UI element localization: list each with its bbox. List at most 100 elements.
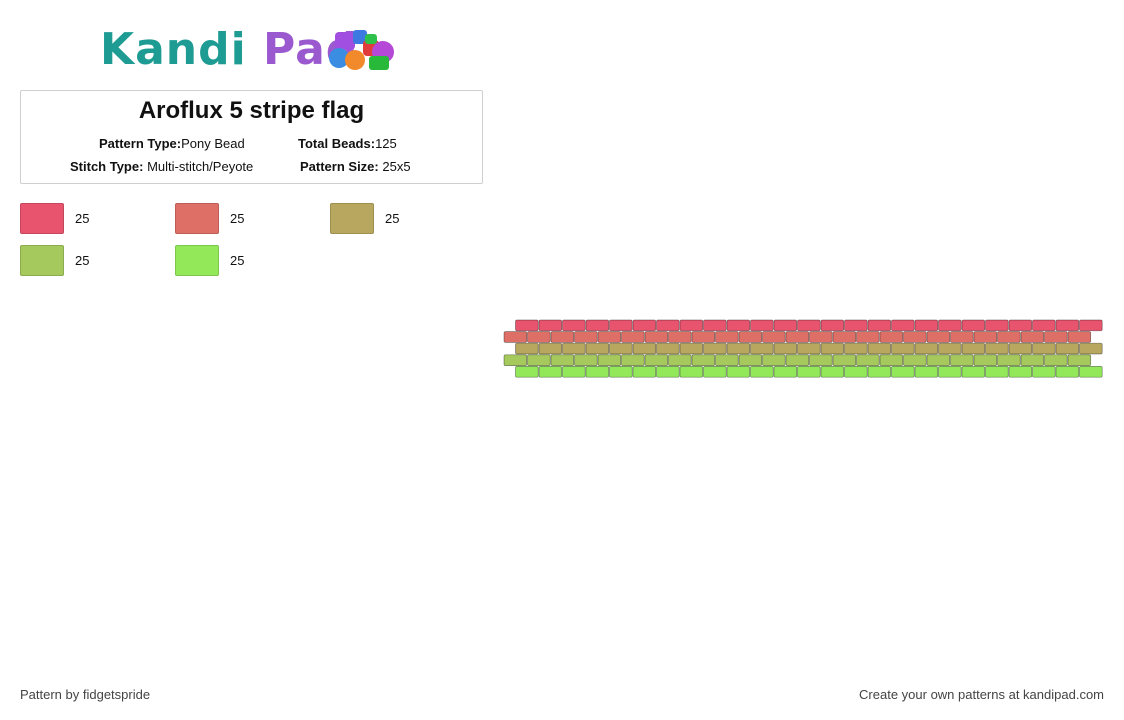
- bead: [1055, 319, 1080, 332]
- bead: [644, 354, 669, 366]
- bead: [867, 366, 892, 378]
- pattern-title: Aroflux 5 stripe flag: [138, 97, 365, 124]
- bead: [773, 319, 798, 332]
- bead: [562, 366, 586, 378]
- bead: [1055, 342, 1080, 355]
- bead: [785, 354, 810, 366]
- stitch-type-value: Multi-stitch/Peyote: [147, 159, 254, 174]
- bead: [1044, 354, 1068, 366]
- pattern-credit: Pattern by fidgetspride: [20, 687, 151, 702]
- color-swatch: [330, 203, 374, 234]
- bead: [961, 319, 986, 332]
- bead: [773, 342, 798, 355]
- stitch-type-row: Stitch Type: Multi-stitch/Peyote: [70, 159, 253, 174]
- bead: [1079, 319, 1103, 332]
- bead: [797, 342, 821, 355]
- bead: [997, 331, 1021, 343]
- bead: [950, 331, 974, 343]
- total-beads-value: 125: [375, 136, 397, 151]
- bead: [715, 331, 739, 343]
- bead: [597, 354, 622, 366]
- bead: [621, 331, 645, 343]
- bead: [903, 331, 927, 343]
- bead: [703, 319, 727, 332]
- pattern-size-label: Pattern Size:: [300, 159, 379, 174]
- bead: [574, 354, 598, 366]
- bead: [879, 354, 904, 366]
- bead-count: 25: [75, 253, 90, 268]
- bead: [679, 319, 704, 332]
- bead: [797, 319, 821, 332]
- bead: [609, 366, 633, 378]
- bead: [997, 354, 1021, 366]
- bead: [867, 319, 892, 332]
- bead: [832, 354, 857, 366]
- bead: [668, 331, 692, 343]
- bead: [632, 342, 657, 355]
- bead: [550, 331, 575, 343]
- bead: [574, 331, 598, 343]
- bead: [1032, 366, 1056, 378]
- bead: [1008, 319, 1033, 332]
- bead: [1032, 319, 1056, 332]
- bead: [621, 354, 645, 366]
- total-beads-row: Total Beads:125: [298, 136, 397, 151]
- beads-cluster-icon: [329, 30, 394, 70]
- bead: [679, 366, 704, 378]
- bead: [1067, 331, 1092, 343]
- bead: [844, 319, 868, 332]
- bead: [844, 342, 868, 355]
- bead: [597, 331, 622, 343]
- bead: [585, 342, 610, 355]
- bead: [562, 342, 586, 355]
- pattern-size-row: Pattern Size: 25x5: [300, 159, 411, 174]
- bead: [809, 354, 833, 366]
- bead: [973, 331, 998, 343]
- bead: [762, 331, 786, 343]
- bead: [538, 342, 563, 355]
- bead: [856, 354, 880, 366]
- pattern-info-panel: Aroflux 5 stripe flag Pattern Type:Pony …: [20, 90, 483, 184]
- bead: [820, 319, 845, 332]
- bead: [515, 366, 539, 378]
- bead: [891, 342, 915, 355]
- bead: [527, 331, 551, 343]
- bead: [538, 366, 563, 378]
- bead: [703, 342, 727, 355]
- bead: [926, 354, 951, 366]
- pattern-size-value: 25x5: [382, 159, 411, 174]
- bead: [950, 354, 974, 366]
- bead: [632, 366, 657, 378]
- bead: [1008, 366, 1033, 378]
- bead-count: 25: [230, 253, 245, 268]
- bead: [867, 342, 892, 355]
- pattern-type-value: Pony Bead: [181, 136, 245, 151]
- bead: [1055, 366, 1080, 378]
- bead: [961, 342, 986, 355]
- bead: [538, 319, 563, 332]
- bead: [550, 354, 575, 366]
- bead: [679, 342, 704, 355]
- bead-pattern-grid: [503, 319, 1103, 378]
- bead: [926, 331, 951, 343]
- kandipad-promo-link[interactable]: Create your own patterns at kandipad.com: [859, 687, 1104, 702]
- bead: [609, 319, 633, 332]
- bead: [773, 366, 798, 378]
- bead: [973, 354, 998, 366]
- bead: [938, 319, 962, 332]
- kandipad-logo: Kandi Pad: [100, 26, 410, 76]
- bead: [691, 331, 716, 343]
- color-swatch: [20, 203, 64, 234]
- bead: [527, 354, 551, 366]
- bead: [750, 319, 774, 332]
- bead: [985, 366, 1009, 378]
- bead: [820, 366, 845, 378]
- logo-word-kandi: Kandi: [100, 24, 247, 75]
- pattern-type-label: Pattern Type:: [99, 136, 182, 151]
- bead: [844, 366, 868, 378]
- bead: [750, 342, 774, 355]
- bead: [797, 366, 821, 378]
- bead: [891, 366, 915, 378]
- bead-count: 25: [385, 211, 400, 226]
- bead: [515, 319, 539, 332]
